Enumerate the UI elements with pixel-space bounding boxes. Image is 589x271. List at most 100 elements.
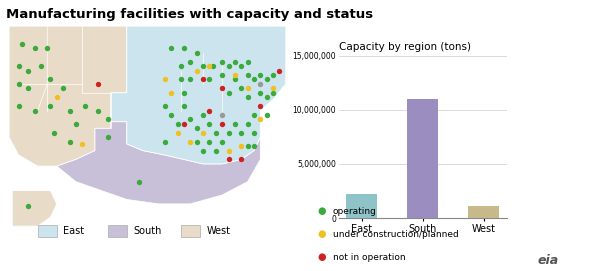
Point	[217, 113, 227, 117]
Point	[262, 113, 272, 117]
Point	[167, 113, 176, 117]
Text: Capacity by region (tons): Capacity by region (tons)	[339, 42, 471, 52]
Text: operating: operating	[333, 207, 376, 216]
Polygon shape	[12, 191, 57, 226]
Point	[94, 108, 103, 113]
FancyBboxPatch shape	[181, 225, 200, 237]
Point	[160, 104, 170, 108]
Point	[224, 157, 233, 162]
Point	[256, 91, 265, 95]
Point	[217, 86, 227, 91]
Point	[211, 149, 220, 153]
Point	[167, 91, 176, 95]
Point	[49, 131, 58, 135]
Point	[205, 108, 214, 113]
Text: eia: eia	[537, 254, 558, 267]
Polygon shape	[57, 122, 260, 204]
Point	[173, 122, 183, 126]
FancyBboxPatch shape	[108, 225, 127, 237]
Point	[160, 140, 170, 144]
Point	[205, 77, 214, 82]
Point	[179, 122, 188, 126]
Point	[198, 77, 208, 82]
Point	[186, 140, 195, 144]
Point	[30, 46, 39, 50]
Text: ●: ●	[318, 253, 326, 262]
Point	[217, 140, 227, 144]
Point	[205, 140, 214, 144]
Text: ●: ●	[318, 207, 326, 216]
Point	[14, 64, 24, 68]
Point	[94, 82, 103, 86]
Point	[46, 104, 55, 108]
Text: Manufacturing facilities with capacity and status: Manufacturing facilities with capacity a…	[6, 8, 373, 21]
Point	[262, 77, 272, 82]
Point	[198, 131, 208, 135]
Point	[186, 60, 195, 64]
Point	[186, 117, 195, 122]
Point	[179, 91, 188, 95]
Point	[237, 64, 246, 68]
Point	[269, 86, 278, 91]
Point	[36, 64, 45, 68]
Text: ●: ●	[318, 230, 326, 239]
Point	[81, 104, 90, 108]
Point	[249, 77, 259, 82]
Point	[179, 104, 188, 108]
Text: South: South	[133, 226, 161, 236]
Point	[192, 51, 201, 55]
Point	[230, 122, 240, 126]
Point	[24, 68, 33, 73]
Point	[256, 104, 265, 108]
Point	[217, 73, 227, 77]
Point	[249, 144, 259, 148]
Point	[217, 60, 227, 64]
Point	[243, 95, 252, 99]
Point	[224, 91, 233, 95]
Point	[46, 77, 55, 82]
Point	[243, 60, 252, 64]
Point	[208, 64, 217, 68]
Point	[224, 64, 233, 68]
Point	[71, 122, 81, 126]
Point	[103, 135, 112, 139]
Point	[179, 46, 188, 50]
Point	[24, 86, 33, 91]
Point	[167, 46, 176, 50]
Point	[186, 77, 195, 82]
Point	[78, 142, 87, 146]
Point	[42, 46, 52, 50]
Point	[262, 95, 272, 99]
Point	[224, 131, 233, 135]
Point	[198, 113, 208, 117]
Point	[243, 144, 252, 148]
Point	[237, 157, 246, 162]
Point	[249, 131, 259, 135]
Point	[256, 73, 265, 77]
Point	[274, 68, 284, 73]
Point	[256, 82, 265, 86]
Point	[14, 104, 24, 108]
Text: not in operation: not in operation	[333, 253, 405, 262]
Point	[269, 73, 278, 77]
Point	[103, 117, 112, 122]
Point	[58, 86, 68, 91]
Point	[211, 131, 220, 135]
Text: West: West	[206, 226, 230, 236]
Text: East: East	[63, 226, 84, 236]
Point	[237, 131, 246, 135]
Point	[24, 204, 33, 208]
Point	[198, 149, 208, 153]
Bar	[408, 99, 438, 218]
Point	[230, 60, 240, 64]
Text: under construction/planned: under construction/planned	[333, 230, 458, 239]
Point	[269, 91, 278, 95]
Point	[249, 113, 259, 117]
Point	[135, 179, 144, 184]
Point	[230, 77, 240, 82]
Point	[243, 86, 252, 91]
Point	[224, 149, 233, 153]
Point	[198, 64, 208, 68]
Point	[230, 73, 240, 77]
Polygon shape	[9, 26, 127, 166]
